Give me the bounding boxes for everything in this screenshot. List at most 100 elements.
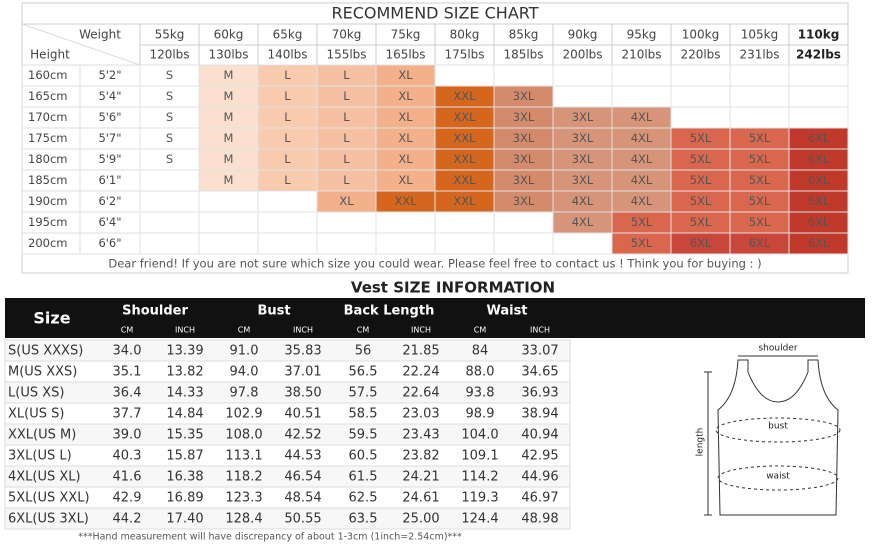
height-cm: 175cm <box>28 131 67 145</box>
size-value: XXL <box>453 110 476 124</box>
size-cell <box>552 85 613 108</box>
vest-value: 118.2 <box>225 470 262 485</box>
vest-value: 25.00 <box>402 512 439 527</box>
vest-value: 23.43 <box>402 428 439 443</box>
group-header: Back Length <box>344 304 435 319</box>
vest-value: 33.07 <box>521 344 558 359</box>
size-value: 6XL <box>808 152 830 166</box>
size-cell <box>139 211 200 234</box>
height-ft: 6'2" <box>98 194 121 208</box>
vest-value: 42.52 <box>284 428 321 443</box>
size-value: L <box>343 173 350 187</box>
weight-lbs: 175lbs <box>444 48 484 62</box>
size-value: L <box>284 152 291 166</box>
vest-value: 36.93 <box>521 386 558 401</box>
vest-value: 44.2 <box>113 512 142 527</box>
size-value: XL <box>398 131 413 145</box>
vest-value: 58.5 <box>349 407 378 422</box>
height-ft: 5'7" <box>98 131 121 145</box>
size-cell <box>729 85 790 108</box>
weight-lbs: 231lbs <box>739 48 779 62</box>
size-value: XXL <box>453 89 476 103</box>
vest-value: 40.51 <box>284 407 321 422</box>
size-value: 4XL <box>631 131 653 145</box>
vest-row <box>4 507 571 530</box>
weight-label: Weight <box>79 28 121 42</box>
size-cell <box>139 169 200 192</box>
size-value: 4XL <box>631 110 653 124</box>
unit-header: CM <box>121 326 134 335</box>
height-ft: 6'1" <box>98 173 121 187</box>
vest-value: 41.6 <box>113 470 142 485</box>
weight-kg: 75kg <box>391 28 421 42</box>
size-value: XXL <box>453 152 476 166</box>
vest-value: 35.1 <box>113 365 142 380</box>
size-cell <box>434 211 495 234</box>
size-cell <box>670 64 731 87</box>
size-chart-note: Dear friend! If you are not sure which s… <box>108 257 761 271</box>
vest-value: 108.0 <box>225 428 262 443</box>
size-value: 6XL <box>749 236 771 250</box>
size-value: XL <box>398 68 413 82</box>
size-cell <box>375 232 436 255</box>
size-value: 5XL <box>749 194 771 208</box>
unit-header: CM <box>238 326 251 335</box>
size-value: 5XL <box>749 173 771 187</box>
size-value: 5XL <box>631 215 653 229</box>
diagram-label: length <box>696 428 706 457</box>
size-cell <box>493 64 554 87</box>
weight-lbs: 210lbs <box>621 48 661 62</box>
vest-value: 22.24 <box>402 365 439 380</box>
height-cm: 195cm <box>28 215 67 229</box>
height-ft: 6'6" <box>98 236 121 250</box>
vest-size: XXL(US M) <box>8 428 76 443</box>
size-value: XXL <box>394 194 417 208</box>
size-cell <box>788 106 849 129</box>
size-value: S <box>166 110 173 124</box>
size-value: S <box>166 131 173 145</box>
vest-value: 15.35 <box>166 428 203 443</box>
size-value: L <box>343 89 350 103</box>
size-cell <box>139 232 200 255</box>
size-cell <box>670 106 731 129</box>
vest-value: 84 <box>472 344 489 359</box>
vest-value: 56.5 <box>349 365 378 380</box>
size-cell <box>552 64 613 87</box>
vest-value: 123.3 <box>225 491 262 506</box>
size-value: 4XL <box>572 194 594 208</box>
weight-kg: 70kg <box>332 28 362 42</box>
size-value: L <box>343 110 350 124</box>
vest-value: 36.4 <box>113 386 142 401</box>
size-value: 3XL <box>572 131 594 145</box>
height-label: Height <box>30 48 70 62</box>
diagram-label: bust <box>768 422 788 432</box>
corner-diagonal <box>21 23 141 66</box>
size-cell <box>198 211 259 234</box>
size-value: 3XL <box>572 110 594 124</box>
height-cm: 185cm <box>28 173 67 187</box>
vest-value: 23.82 <box>402 449 439 464</box>
height-ft: 5'4" <box>98 89 121 103</box>
height-cm: 160cm <box>28 68 67 82</box>
size-cell <box>198 232 259 255</box>
vest-value: 102.9 <box>225 407 262 422</box>
size-value: XL <box>339 194 354 208</box>
size-value: L <box>284 173 291 187</box>
vest-diagram <box>704 355 841 516</box>
vest-value: 42.9 <box>113 491 142 506</box>
size-cell <box>729 106 790 129</box>
size-cell <box>316 232 377 255</box>
vest-value: 44.96 <box>521 470 558 485</box>
size-value: 4XL <box>631 194 653 208</box>
vest-size: 4XL(US XL) <box>8 470 81 485</box>
height-cm: 190cm <box>28 194 67 208</box>
vest-value: 22.64 <box>402 386 439 401</box>
size-value: 3XL <box>513 89 535 103</box>
vest-value: 13.39 <box>166 344 203 359</box>
height-cm: 180cm <box>28 152 67 166</box>
weight-lbs: 242lbs <box>796 48 841 62</box>
height-cm: 200cm <box>28 236 67 250</box>
vest-value: 97.8 <box>230 386 259 401</box>
vest-value: 63.5 <box>349 512 378 527</box>
